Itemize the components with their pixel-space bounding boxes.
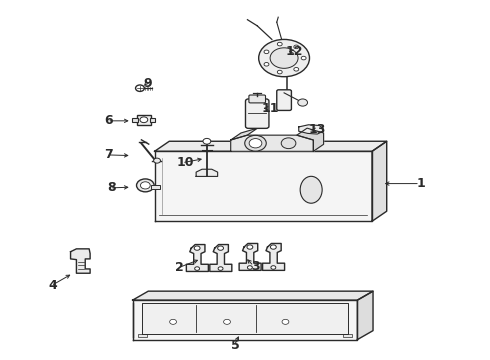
Text: 9: 9 xyxy=(144,77,152,90)
Circle shape xyxy=(294,45,299,49)
Polygon shape xyxy=(239,243,261,270)
Circle shape xyxy=(271,266,276,269)
Circle shape xyxy=(282,319,289,324)
Circle shape xyxy=(264,63,269,66)
Polygon shape xyxy=(357,291,373,339)
Circle shape xyxy=(218,246,223,250)
Circle shape xyxy=(270,48,298,68)
FancyBboxPatch shape xyxy=(249,95,266,103)
Circle shape xyxy=(218,267,223,270)
Polygon shape xyxy=(143,303,347,334)
Bar xyxy=(343,334,352,337)
Circle shape xyxy=(140,117,148,123)
Circle shape xyxy=(141,182,150,189)
Circle shape xyxy=(259,40,310,77)
Polygon shape xyxy=(263,243,285,270)
Polygon shape xyxy=(231,135,313,151)
Circle shape xyxy=(301,56,306,60)
Text: 3: 3 xyxy=(251,260,260,273)
Text: 2: 2 xyxy=(175,261,184,274)
Polygon shape xyxy=(231,128,257,140)
Circle shape xyxy=(194,246,200,250)
Circle shape xyxy=(294,67,299,71)
Circle shape xyxy=(247,245,253,249)
Text: 7: 7 xyxy=(104,148,113,161)
Circle shape xyxy=(137,179,154,192)
Circle shape xyxy=(247,266,252,269)
Polygon shape xyxy=(133,300,357,339)
FancyBboxPatch shape xyxy=(277,90,292,111)
Circle shape xyxy=(281,138,296,149)
Bar xyxy=(150,118,155,122)
Text: 6: 6 xyxy=(104,114,113,127)
Bar xyxy=(138,334,147,337)
Polygon shape xyxy=(155,151,372,221)
Text: 13: 13 xyxy=(308,123,326,136)
Circle shape xyxy=(203,138,211,144)
Text: 10: 10 xyxy=(176,156,194,169)
Circle shape xyxy=(154,158,160,163)
Circle shape xyxy=(170,319,176,324)
FancyBboxPatch shape xyxy=(245,99,269,129)
Polygon shape xyxy=(372,141,387,221)
Circle shape xyxy=(298,99,308,106)
Polygon shape xyxy=(71,249,90,273)
Polygon shape xyxy=(186,244,208,271)
Circle shape xyxy=(195,267,199,270)
Circle shape xyxy=(277,70,282,74)
Polygon shape xyxy=(299,125,323,134)
Ellipse shape xyxy=(300,176,322,203)
Polygon shape xyxy=(196,169,218,176)
Bar xyxy=(151,185,160,189)
Circle shape xyxy=(270,245,276,249)
Text: 12: 12 xyxy=(285,45,303,58)
Circle shape xyxy=(223,319,230,324)
Circle shape xyxy=(245,135,266,151)
Text: 8: 8 xyxy=(107,181,116,194)
Polygon shape xyxy=(155,141,387,151)
Bar xyxy=(132,118,138,122)
Circle shape xyxy=(136,85,145,91)
Text: 4: 4 xyxy=(48,279,57,292)
Circle shape xyxy=(264,50,269,54)
Polygon shape xyxy=(210,244,232,271)
Polygon shape xyxy=(133,291,373,300)
Circle shape xyxy=(249,139,262,148)
Text: 5: 5 xyxy=(231,339,240,352)
Polygon shape xyxy=(297,128,323,151)
Text: 11: 11 xyxy=(262,102,279,115)
Circle shape xyxy=(277,42,282,46)
Text: 1: 1 xyxy=(417,177,426,190)
Bar xyxy=(137,115,151,125)
